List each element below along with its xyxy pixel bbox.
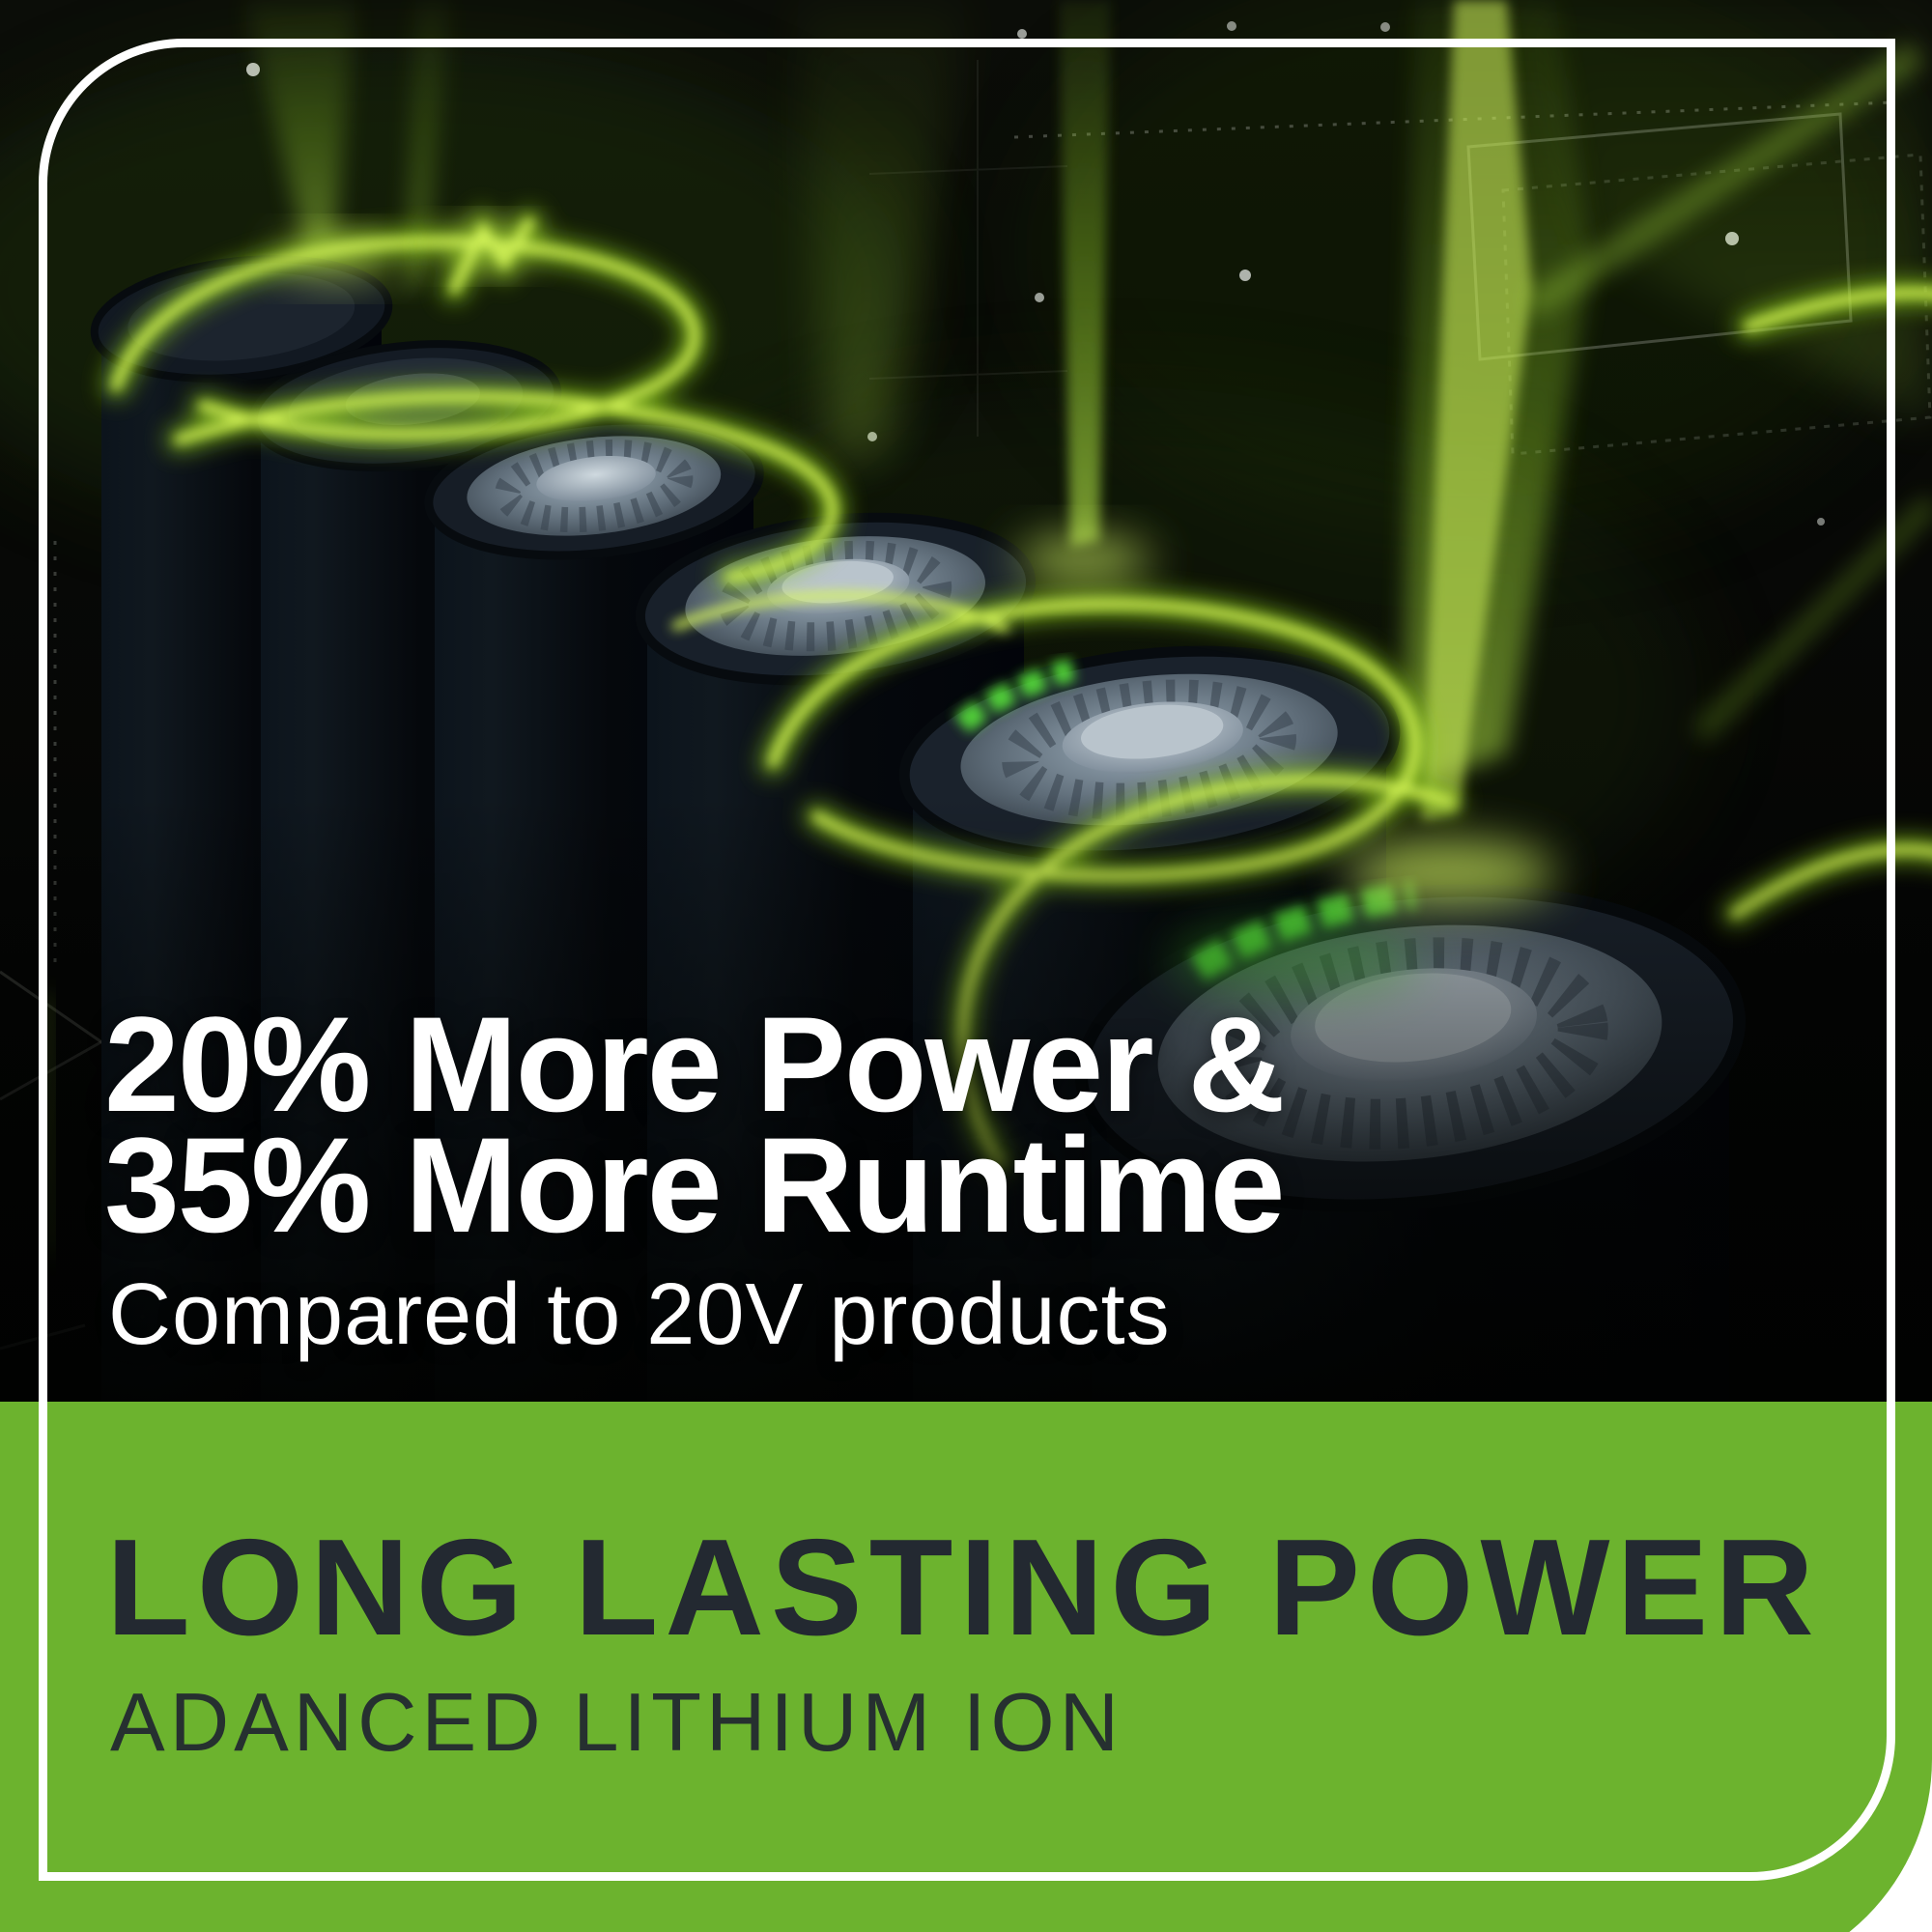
banner-subtitle: ADANCED LITHIUM ION: [110, 1677, 1123, 1769]
banner-title: LONG LASTING POWER: [106, 1511, 1821, 1664]
green-banner: [0, 1402, 1932, 1932]
headline-line1: 20% More Power &: [104, 988, 1286, 1140]
headline-line2: 35% More Runtime: [104, 1108, 1285, 1261]
headline: 20% More Power & 35% More Runtime: [104, 988, 1286, 1261]
battery-photo: 20% More Power & 35% More Runtime Compar…: [0, 0, 1932, 1402]
bottom-fade: [0, 792, 1932, 1402]
subheadline: Compared to 20V products: [108, 1266, 1171, 1363]
light-beams: [243, 0, 1932, 821]
battery-scene: [0, 0, 1932, 1402]
